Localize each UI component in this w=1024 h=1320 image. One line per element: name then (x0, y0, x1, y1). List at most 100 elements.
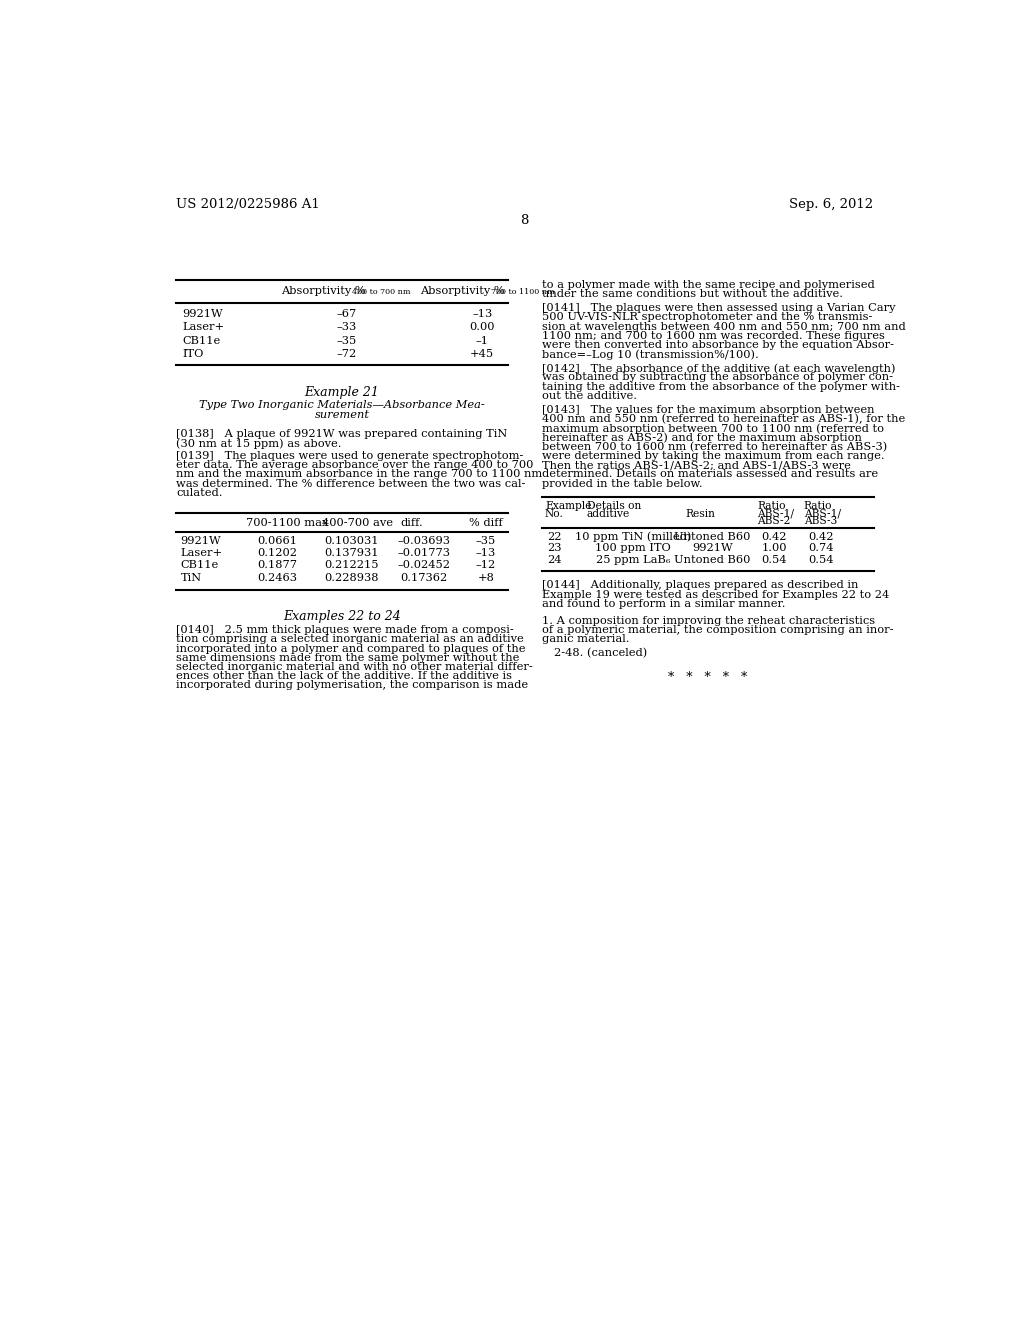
Text: Absorptivity %: Absorptivity % (281, 286, 366, 296)
Text: taining the additive from the absorbance of the polymer with-: taining the additive from the absorbance… (542, 381, 900, 392)
Text: surement: surement (314, 411, 370, 420)
Text: incorporated into a polymer and compared to plaques of the: incorporated into a polymer and compared… (176, 644, 525, 653)
Text: culated.: culated. (176, 488, 222, 498)
Text: maximum absorption between 700 to 1100 nm (referred to: maximum absorption between 700 to 1100 n… (542, 424, 884, 434)
Text: 9921W: 9921W (180, 536, 221, 545)
Text: was obtained by subtracting the absorbance of polymer con-: was obtained by subtracting the absorban… (542, 372, 893, 383)
Text: Example 21: Example 21 (304, 387, 379, 400)
Text: out the additive.: out the additive. (542, 391, 637, 401)
Text: –0.02452: –0.02452 (397, 561, 451, 570)
Text: 2-48. (canceled): 2-48. (canceled) (554, 648, 647, 659)
Text: 100 ppm ITO: 100 ppm ITO (595, 544, 671, 553)
Text: 0.0661: 0.0661 (257, 536, 297, 545)
Text: –72: –72 (337, 348, 356, 359)
Text: bance=–Log 10 (transmission%/100).: bance=–Log 10 (transmission%/100). (542, 350, 759, 360)
Text: 9921W: 9921W (692, 544, 733, 553)
Text: were determined by taking the maximum from each range.: were determined by taking the maximum fr… (542, 451, 885, 461)
Text: Absorptivity %: Absorptivity % (421, 286, 505, 296)
Text: ganic material.: ganic material. (542, 635, 630, 644)
Text: between 700 to 1600 nm (referred to hereinafter as ABS-3): between 700 to 1600 nm (referred to here… (542, 442, 887, 451)
Text: Example 19 were tested as described for Examples 22 to 24: Example 19 were tested as described for … (542, 590, 889, 599)
Text: 400 nm and 550 nm (referred to hereinafter as ABS-1), for the: 400 nm and 550 nm (referred to hereinaft… (542, 414, 905, 425)
Text: 0.54: 0.54 (808, 554, 834, 565)
Text: 0.1877: 0.1877 (257, 561, 297, 570)
Text: –35: –35 (337, 335, 356, 346)
Text: Ratio: Ratio (804, 502, 833, 511)
Text: *   *   *   *   *: * * * * * (668, 671, 748, 684)
Text: 500 UV-VIS-NLR spectrophotometer and the % transmis-: 500 UV-VIS-NLR spectrophotometer and the… (542, 313, 872, 322)
Text: was determined. The % difference between the two was cal-: was determined. The % difference between… (176, 479, 525, 488)
Text: 400-700 ave: 400-700 ave (322, 517, 393, 528)
Text: –1: –1 (476, 335, 488, 346)
Text: Sep. 6, 2012: Sep. 6, 2012 (790, 198, 873, 211)
Text: selected inorganic material and with no other material differ-: selected inorganic material and with no … (176, 663, 532, 672)
Text: Details on: Details on (587, 502, 641, 511)
Text: 1.00: 1.00 (762, 544, 787, 553)
Text: –33: –33 (337, 322, 356, 333)
Text: CB11e: CB11e (180, 561, 219, 570)
Text: [0144]   Additionally, plaques prepared as described in: [0144] Additionally, plaques prepared as… (542, 581, 858, 590)
Text: nm and the maximum absorbance in the range 700 to 1100 nm: nm and the maximum absorbance in the ran… (176, 470, 543, 479)
Text: –13: –13 (472, 309, 493, 319)
Text: [0142]   The absorbance of the additive (at each wavelength): [0142] The absorbance of the additive (a… (542, 363, 895, 374)
Text: [0138]   A plaque of 9921W was prepared containing TiN: [0138] A plaque of 9921W was prepared co… (176, 429, 507, 440)
Text: 0.54: 0.54 (762, 554, 787, 565)
Text: 0.103031: 0.103031 (324, 536, 379, 545)
Text: tion comprising a selected inorganic material as an additive: tion comprising a selected inorganic mat… (176, 635, 524, 644)
Text: 8: 8 (520, 214, 529, 227)
Text: +8: +8 (477, 573, 495, 582)
Text: 700-1100 max: 700-1100 max (246, 517, 328, 528)
Text: under the same conditions but without the additive.: under the same conditions but without th… (542, 289, 843, 300)
Text: 0.74: 0.74 (808, 544, 834, 553)
Text: eter data. The average absorbance over the range 400 to 700: eter data. The average absorbance over t… (176, 461, 534, 470)
Text: –35: –35 (476, 536, 497, 545)
Text: 10 ppm TiN (milled): 10 ppm TiN (milled) (575, 532, 691, 543)
Text: ABS-3: ABS-3 (804, 516, 837, 527)
Text: ITO: ITO (182, 348, 204, 359)
Text: hereinafter as ABS-2) and for the maximum absorption: hereinafter as ABS-2) and for the maximu… (542, 433, 862, 444)
Text: ences other than the lack of the additive. If the additive is: ences other than the lack of the additiv… (176, 671, 512, 681)
Text: CB11e: CB11e (182, 335, 220, 346)
Text: 22: 22 (547, 532, 561, 541)
Text: 0.1202: 0.1202 (257, 548, 297, 558)
Text: 0.137931: 0.137931 (324, 548, 379, 558)
Text: 25 ppm LaB₆: 25 ppm LaB₆ (596, 554, 671, 565)
Text: to a polymer made with the same recipe and polymerised: to a polymer made with the same recipe a… (542, 280, 874, 290)
Text: 0.2463: 0.2463 (257, 573, 297, 582)
Text: and found to perform in a similar manner.: and found to perform in a similar manner… (542, 599, 785, 609)
Text: [0141]   The plaques were then assessed using a Varian Cary: [0141] The plaques were then assessed us… (542, 304, 895, 313)
Text: –13: –13 (476, 548, 497, 558)
Text: 23: 23 (547, 544, 561, 553)
Text: [0143]   The values for the maximum absorption between: [0143] The values for the maximum absorp… (542, 405, 874, 414)
Text: % diff: % diff (469, 517, 503, 528)
Text: Untoned B60: Untoned B60 (674, 532, 751, 541)
Text: 0.42: 0.42 (762, 532, 787, 541)
Text: –0.03693: –0.03693 (397, 536, 451, 545)
Text: ABS-2: ABS-2 (758, 516, 791, 527)
Text: +45: +45 (470, 348, 495, 359)
Text: sion at wavelengths between 400 nm and 550 nm; 700 nm and: sion at wavelengths between 400 nm and 5… (542, 322, 905, 331)
Text: [0140]   2.5 mm thick plaques were made from a composi-: [0140] 2.5 mm thick plaques were made fr… (176, 626, 514, 635)
Text: 24: 24 (547, 554, 561, 565)
Text: –12: –12 (476, 561, 497, 570)
Text: provided in the table below.: provided in the table below. (542, 479, 702, 488)
Text: 0.42: 0.42 (808, 532, 834, 541)
Text: incorporated during polymerisation, the comparison is made: incorporated during polymerisation, the … (176, 681, 528, 690)
Text: 0.212215: 0.212215 (324, 561, 379, 570)
Text: US 2012/0225986 A1: US 2012/0225986 A1 (176, 198, 319, 211)
Text: Laser+: Laser+ (182, 322, 224, 333)
Text: TiN: TiN (180, 573, 202, 582)
Text: Resin: Resin (685, 508, 715, 519)
Text: Untoned B60: Untoned B60 (674, 554, 751, 565)
Text: No.: No. (545, 508, 564, 519)
Text: ABS-1/: ABS-1/ (804, 508, 841, 519)
Text: 0.228938: 0.228938 (324, 573, 379, 582)
Text: –67: –67 (337, 309, 356, 319)
Text: of a polymeric material, the composition comprising an inor-: of a polymeric material, the composition… (542, 626, 893, 635)
Text: 0.17362: 0.17362 (400, 573, 447, 582)
Text: diff.: diff. (400, 517, 424, 528)
Text: 1100 nm; and 700 to 1600 nm was recorded. These figures: 1100 nm; and 700 to 1600 nm was recorded… (542, 331, 885, 341)
Text: [0139]   The plaques were used to generate spectrophotom-: [0139] The plaques were used to generate… (176, 451, 523, 461)
Text: Examples 22 to 24: Examples 22 to 24 (283, 610, 400, 623)
Text: additive: additive (587, 508, 630, 519)
